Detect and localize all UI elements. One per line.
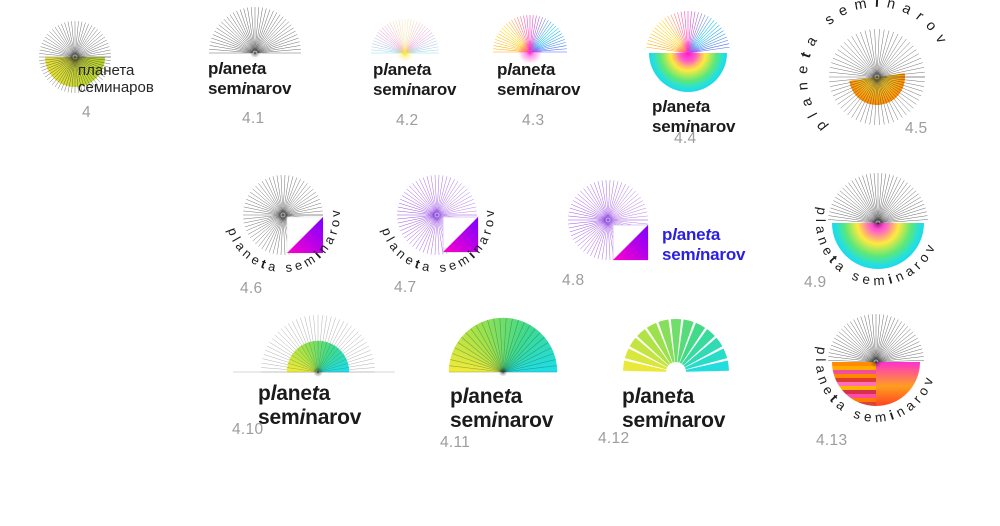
rainbow-semicircle	[649, 53, 727, 92]
gradient-triangle	[443, 217, 478, 252]
center-smudge	[431, 209, 443, 221]
wordmark-line1: planeta	[622, 385, 695, 408]
variant-number: 4.13	[816, 432, 848, 449]
arc-wordmark: planeta seminarov	[795, 0, 953, 134]
logo-variant-4-10: planeta seminarov 4.10	[225, 310, 400, 440]
magenta-glow	[675, 40, 701, 66]
center-smudge	[69, 51, 81, 63]
wordmark-blue: planeta seminarov	[662, 225, 745, 265]
sunburst	[829, 29, 925, 125]
logo-variant-4-3: planeta seminarov 4.3	[485, 15, 590, 129]
sunburst	[397, 175, 477, 255]
center-smudge	[277, 209, 289, 221]
variant-number: 4.10	[232, 421, 264, 438]
logo-variant-4-12: planeta seminarov 4.12	[595, 310, 750, 450]
wordmark-line1: planeta	[662, 225, 721, 244]
logo-variant-4-6: planeta seminarov 4.6	[225, 165, 360, 300]
center-smudge	[313, 367, 323, 377]
wordmark-line2: семинаров	[78, 79, 154, 97]
variant-number: 4.1	[242, 110, 265, 127]
wordmark: planeta seminarov	[622, 385, 725, 433]
gradient-triangle	[613, 225, 648, 260]
gradient-triangle	[287, 217, 323, 253]
variant-number: 4.5	[905, 120, 928, 137]
wordmark: planeta seminarov	[450, 385, 553, 433]
wordmark: planeta seminarov	[652, 97, 735, 137]
wordmark-line2: seminarov	[662, 245, 746, 265]
magenta-glow	[518, 40, 542, 64]
variant-number: 4.4	[674, 130, 697, 147]
wordmark-line2: seminarov	[652, 117, 736, 137]
wordmark: planeta seminarov	[208, 59, 291, 99]
wordmark-line1: planeta	[258, 382, 331, 405]
wordmark-line2: seminarov	[450, 408, 554, 432]
logo-variant-4-9: planeta seminarov 4.9	[795, 165, 965, 300]
rainbow-semicircle	[832, 223, 924, 269]
variant-number: 4.9	[804, 274, 827, 291]
logo-variant-4-13: planeta seminarov 4.13	[800, 305, 965, 452]
gradient-fan	[448, 317, 558, 373]
sunburst	[39, 21, 111, 93]
logo-variant-4-8: planeta seminarov 4.8	[550, 170, 780, 290]
wordmark-line1: планета	[78, 62, 135, 79]
striped-quadrant	[832, 362, 876, 406]
center-smudge	[498, 367, 508, 377]
gradient-quadrant	[876, 362, 920, 406]
center-smudge	[870, 356, 882, 368]
variant-number: 4.11	[440, 434, 471, 451]
logo-variant-4-11: planeta seminarov 4.11	[440, 310, 580, 452]
logo-variant-4-4: planeta seminarov 4.4	[640, 8, 745, 150]
variant-number: 4.2	[396, 112, 419, 129]
sunburst	[209, 7, 301, 54]
variant-number: 4.3	[522, 112, 545, 129]
fan-separators	[449, 318, 557, 373]
logo-variant-4-5: planeta seminarov 4.5	[795, 0, 960, 148]
wordmark-line1: planeta	[208, 59, 267, 78]
orange-semicircle	[849, 73, 905, 105]
yellow-glow	[396, 44, 414, 62]
fan-separators	[287, 341, 349, 373]
logo-variant-4-2: planeta seminarov 4.2	[360, 15, 465, 129]
center-smudge	[872, 217, 884, 229]
wordmark: planeta seminarov	[497, 60, 580, 100]
wordmark-line1: planeta	[497, 60, 556, 79]
sunburst	[828, 314, 924, 363]
variant-number: 4.8	[562, 272, 585, 289]
variant-number: 4.7	[394, 279, 417, 296]
center-smudge	[250, 48, 260, 58]
white-center-notch	[666, 362, 686, 382]
variant-number: 4.12	[598, 430, 630, 447]
wordmark-line1: planeta	[450, 385, 523, 408]
wordmark-line2: seminarov	[373, 80, 457, 100]
wordmark-line2: seminarov	[622, 408, 726, 432]
wordmark: planeta seminarov	[373, 60, 456, 100]
wordmark-cyrillic: планета семинаров	[78, 62, 154, 97]
wordmark-line2: seminarov	[208, 79, 292, 99]
sunburst	[828, 173, 928, 224]
wordmark-line1: planeta	[373, 60, 432, 79]
wordmark-line1: planeta	[652, 97, 711, 116]
segmented-fan	[623, 319, 729, 372]
wordmark-line2: seminarov	[258, 405, 362, 429]
center-smudge	[602, 214, 614, 226]
logo-variant-4: планета семинаров 4	[35, 10, 185, 125]
wordmark: planeta seminarov	[258, 382, 361, 430]
logo-variant-4-7: planeta seminarov 4.7	[379, 165, 515, 300]
variant-number: 4.6	[240, 280, 263, 297]
logo-variant-4-1: planeta seminarov 4.1	[195, 7, 315, 130]
center-smudge	[871, 71, 883, 83]
variant-number: 4	[82, 104, 91, 121]
wordmark-line2: seminarov	[497, 80, 581, 100]
